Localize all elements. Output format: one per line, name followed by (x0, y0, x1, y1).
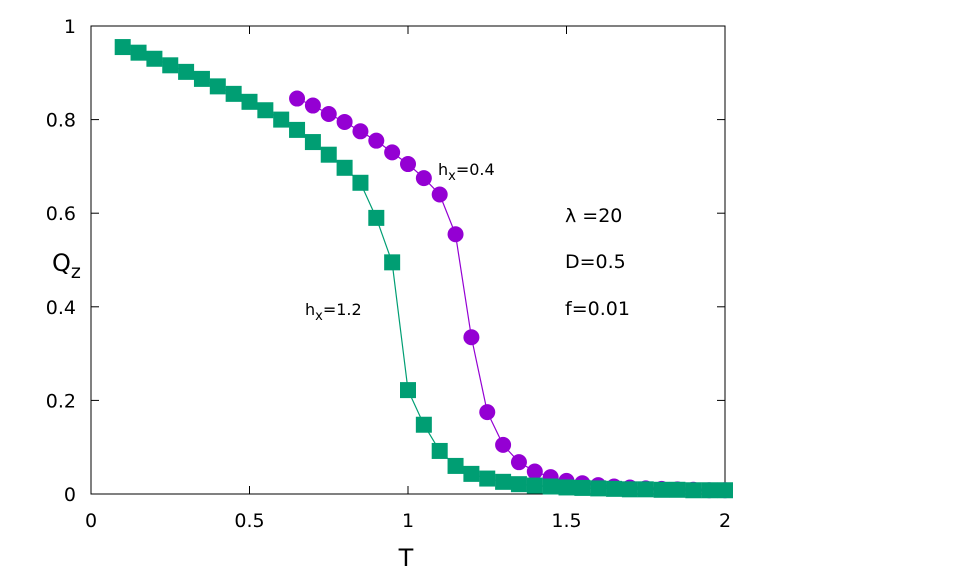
data-point (526, 477, 543, 494)
series-label-hx04-sub: x (448, 169, 456, 184)
series-1 (114, 39, 733, 499)
y-axis-title: Qz (52, 249, 81, 283)
data-point (558, 479, 575, 496)
data-point (574, 479, 591, 496)
x-tick-label: 0 (85, 510, 97, 532)
y-tick-label: 0 (64, 484, 76, 506)
data-point (304, 97, 321, 114)
data-point (717, 482, 733, 499)
data-point (114, 39, 131, 56)
data-point (463, 329, 480, 346)
data-point (590, 480, 607, 497)
data-point (304, 134, 321, 151)
series-line (296, 97, 725, 491)
series-0 (289, 90, 733, 499)
plot-frame (90, 25, 726, 495)
data-point (542, 478, 559, 495)
data-point (193, 70, 210, 87)
data-point (701, 482, 718, 499)
data-point (225, 85, 242, 102)
data-point (162, 57, 179, 74)
data-point (495, 473, 512, 490)
data-point (621, 481, 638, 498)
y-axis-title-main: Q (52, 249, 71, 277)
data-point (320, 146, 337, 163)
data-point (447, 457, 464, 474)
data-point (431, 186, 448, 203)
annotation-f: f=0.01 (565, 298, 630, 320)
series-label-hx12-rest: =1.2 (323, 300, 362, 319)
annotation-lambda: λ =20 (565, 205, 622, 227)
data-point (384, 254, 401, 271)
y-tick-label: 0.6 (46, 203, 76, 225)
series-label-hx04-rest: =0.4 (456, 160, 495, 179)
data-point (510, 454, 527, 471)
series-label-hx12-sub: x (315, 309, 323, 324)
data-point (320, 105, 337, 122)
data-point (447, 226, 464, 243)
series-label-hx12: hx=1.2 (305, 300, 362, 324)
y-tick-label: 1 (64, 16, 76, 38)
data-point (415, 170, 432, 187)
data-point (400, 382, 416, 399)
data-point (130, 44, 147, 61)
data-point (352, 123, 369, 140)
data-point (289, 90, 306, 107)
series-layer (114, 39, 733, 499)
x-tick-label: 0.5 (234, 510, 264, 532)
data-point (273, 111, 290, 128)
series-label-hx04: hx=0.4 (438, 160, 495, 184)
data-point (209, 78, 226, 95)
x-tick-label: 2 (719, 510, 731, 532)
y-tick-label: 0.8 (46, 110, 76, 132)
data-point (606, 480, 623, 497)
data-point (368, 209, 385, 226)
data-point (510, 476, 527, 493)
data-point (146, 50, 163, 67)
data-point (336, 159, 353, 176)
data-point (431, 442, 448, 459)
y-tick-label: 0.2 (46, 390, 76, 412)
data-point (384, 144, 401, 161)
data-point (463, 465, 480, 482)
tick-labels: 0 0.5 1 1.5 2 0 0.2 0.4 0.6 0.8 1 (46, 16, 731, 532)
data-point (368, 132, 385, 149)
data-point (653, 481, 670, 498)
data-point (415, 416, 432, 433)
data-point (669, 481, 686, 498)
series-label-hx04-main: h (438, 160, 448, 179)
data-point (637, 481, 654, 498)
data-point (289, 121, 306, 138)
series-label-hx12-main: h (305, 300, 315, 319)
data-point (479, 404, 496, 421)
ticks (90, 25, 726, 495)
data-point (352, 174, 369, 191)
data-point (479, 470, 496, 487)
x-tick-label: 1 (402, 510, 414, 532)
y-tick-label: 0.4 (46, 297, 76, 319)
data-point (257, 102, 274, 119)
data-point (495, 436, 512, 453)
data-point (178, 63, 195, 80)
y-axis-title-sub: z (71, 261, 81, 283)
x-tick-label: 1.5 (551, 510, 581, 532)
data-point (241, 93, 258, 110)
data-point (526, 463, 543, 480)
data-point (685, 482, 702, 499)
x-axis-title: T (398, 544, 414, 572)
data-point (400, 156, 416, 173)
data-point (336, 113, 353, 130)
annotation-d: D=0.5 (565, 251, 626, 273)
